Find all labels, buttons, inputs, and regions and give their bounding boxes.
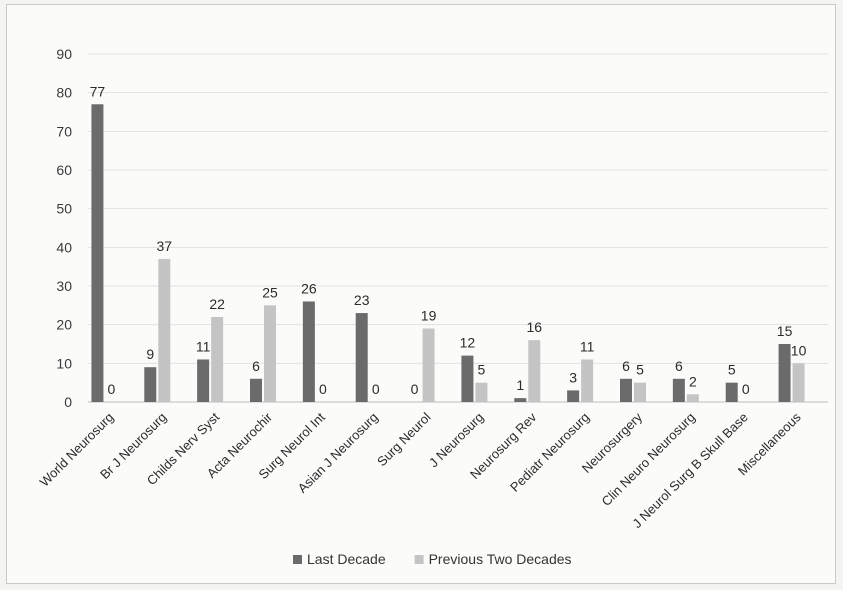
data-label: 9	[146, 346, 154, 362]
bar-previous-two-decades	[475, 382, 488, 402]
y-tick-label: 0	[64, 394, 72, 410]
bar-last-decade	[620, 378, 632, 402]
data-label: 0	[411, 381, 419, 397]
data-label: 3	[569, 369, 577, 385]
data-label: 19	[421, 308, 437, 324]
bar-previous-two-decades	[211, 316, 224, 402]
bar-previous-two-decades	[528, 340, 541, 402]
data-label: 1	[516, 377, 524, 393]
data-label: 6	[622, 358, 630, 374]
bar-last-decade	[778, 344, 791, 402]
bar-previous-two-decades	[686, 394, 699, 402]
data-label: 0	[108, 381, 116, 397]
data-label: 0	[372, 381, 380, 397]
data-label: 37	[156, 238, 172, 254]
bar-last-decade	[197, 359, 210, 402]
y-tick-label: 60	[56, 162, 72, 178]
data-label: 22	[209, 296, 225, 312]
chart-frame	[6, 4, 836, 584]
data-label: 5	[478, 362, 486, 378]
y-tick-label: 50	[56, 201, 72, 217]
y-tick-label: 70	[56, 123, 72, 139]
y-tick-label: 20	[56, 317, 72, 333]
data-label: 15	[777, 323, 793, 339]
data-label: 6	[675, 358, 683, 374]
legend-label: Previous Two Decades	[429, 551, 572, 567]
data-label: 10	[791, 342, 807, 358]
legend: Last Decade Previous Two Decades	[293, 551, 572, 567]
bar-previous-two-decades	[158, 258, 171, 402]
data-label: 23	[354, 292, 370, 308]
bar-previous-two-decades	[792, 363, 805, 402]
bar-last-decade	[91, 104, 104, 403]
y-tick-label: 10	[56, 355, 72, 371]
category-label: Clin Neuro Neurosurg	[598, 410, 698, 510]
bar-last-decade	[514, 398, 527, 402]
bar-last-decade	[355, 313, 368, 402]
legend-swatch	[414, 555, 424, 564]
legend-swatch	[293, 555, 302, 564]
data-label: 25	[262, 284, 278, 300]
data-label: 16	[526, 319, 542, 335]
data-label: 26	[301, 280, 317, 296]
bars	[91, 104, 805, 403]
data-label: 0	[319, 381, 327, 397]
bar-last-decade	[567, 390, 580, 402]
bar-last-decade	[144, 367, 157, 402]
data-label: 11	[580, 338, 595, 354]
bar-previous-two-decades	[634, 382, 646, 402]
y-axis-ticks: 0 10 20 30 40 50 60 70 80 90	[56, 46, 72, 410]
bar-last-decade	[302, 301, 315, 402]
y-tick-label: 90	[56, 46, 72, 62]
y-tick-label: 40	[56, 239, 72, 255]
bar-last-decade	[725, 382, 738, 402]
data-label: 77	[90, 83, 106, 99]
y-tick-label: 80	[56, 85, 72, 101]
data-label: 11	[196, 338, 211, 354]
bar-previous-two-decades	[264, 305, 276, 402]
bar-last-decade	[672, 378, 685, 402]
data-label: 5	[636, 362, 644, 378]
bar-last-decade	[250, 378, 262, 402]
category-label: Surg Neurol	[374, 409, 434, 469]
y-tick-label: 30	[56, 278, 72, 294]
data-label: 6	[252, 358, 260, 374]
data-label: 12	[460, 335, 476, 351]
bar-previous-two-decades	[581, 359, 594, 402]
data-label: 5	[728, 362, 736, 378]
data-label: 0	[742, 381, 750, 397]
bar-last-decade	[461, 355, 474, 402]
legend-label: Last Decade	[307, 551, 386, 567]
data-label: 2	[689, 373, 697, 389]
bar-previous-two-decades	[422, 328, 435, 402]
